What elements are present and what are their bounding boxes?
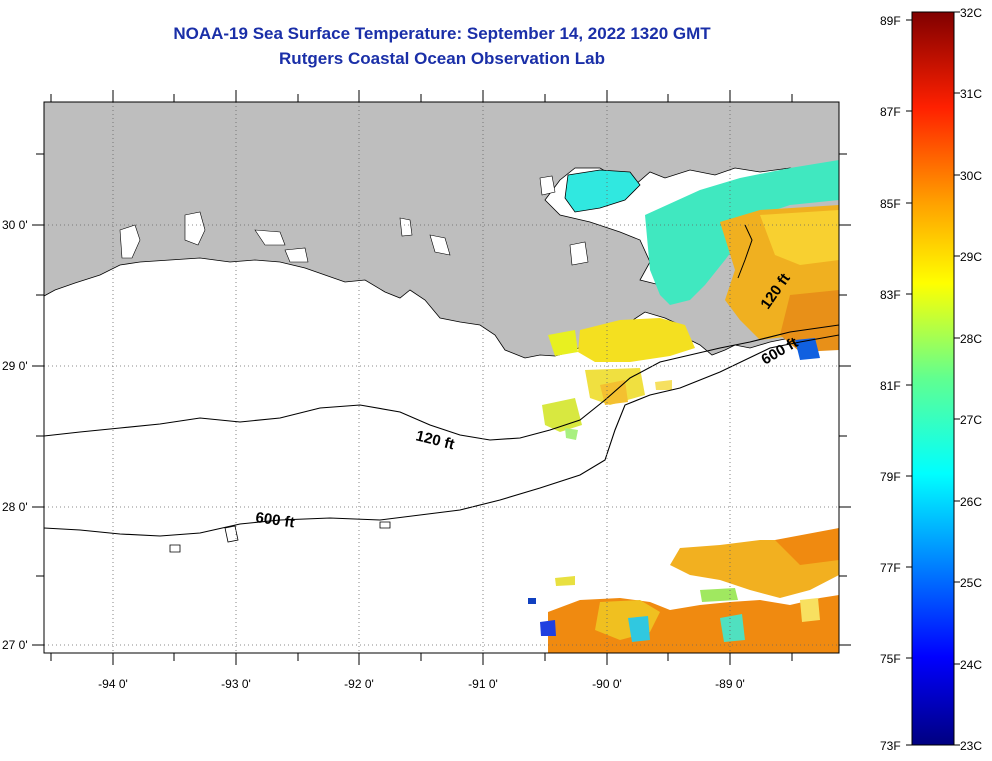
colorbar-c-label: 26C xyxy=(960,495,982,509)
colorbar-c-label: 32C xyxy=(960,6,982,20)
lat-label: 29 0' xyxy=(2,359,28,373)
lat-label: 28 0' xyxy=(2,500,28,514)
colorbar-f-label: 75F xyxy=(880,652,901,666)
map-subtitle: Rutgers Coastal Ocean Observation Lab xyxy=(279,49,605,68)
lon-label: -91 0' xyxy=(468,677,498,691)
colorbar-c-label: 29C xyxy=(960,250,982,264)
colorbar-c-label: 24C xyxy=(960,658,982,672)
lon-label: -89 0' xyxy=(715,677,745,691)
colorbar-c-label: 25C xyxy=(960,576,982,590)
colorbar-c-label: 27C xyxy=(960,413,982,427)
colorbar-f-label: 73F xyxy=(880,739,901,753)
colorbar-c-label: 23C xyxy=(960,739,982,753)
lat-label: 30 0' xyxy=(2,218,28,232)
contour-label-600ft-west: 600 ft xyxy=(254,509,295,531)
map-title: NOAA-19 Sea Surface Temperature: Septemb… xyxy=(173,24,711,43)
colorbar-f-label: 77F xyxy=(880,561,901,575)
lon-label: -90 0' xyxy=(592,677,622,691)
lat-label: 27 0' xyxy=(2,638,28,652)
colorbar-f-label: 85F xyxy=(880,197,901,211)
colorbar-f-label: 81F xyxy=(880,379,901,393)
map-frame xyxy=(43,101,840,654)
colorbar xyxy=(911,11,955,746)
lon-label: -94 0' xyxy=(98,677,128,691)
colorbar-f-label: 79F xyxy=(880,470,901,484)
colorbar-c-label: 28C xyxy=(960,332,982,346)
colorbar-c-label: 30C xyxy=(960,169,982,183)
colorbar-c-label: 31C xyxy=(960,87,982,101)
colorbar-f-label: 89F xyxy=(880,14,901,28)
colorbar-f-label: 83F xyxy=(880,288,901,302)
colorbar-f-label: 87F xyxy=(880,105,901,119)
lon-label: -92 0' xyxy=(344,677,374,691)
graticule xyxy=(44,102,839,653)
lon-label: -93 0' xyxy=(221,677,251,691)
axis-ticks xyxy=(32,90,851,665)
